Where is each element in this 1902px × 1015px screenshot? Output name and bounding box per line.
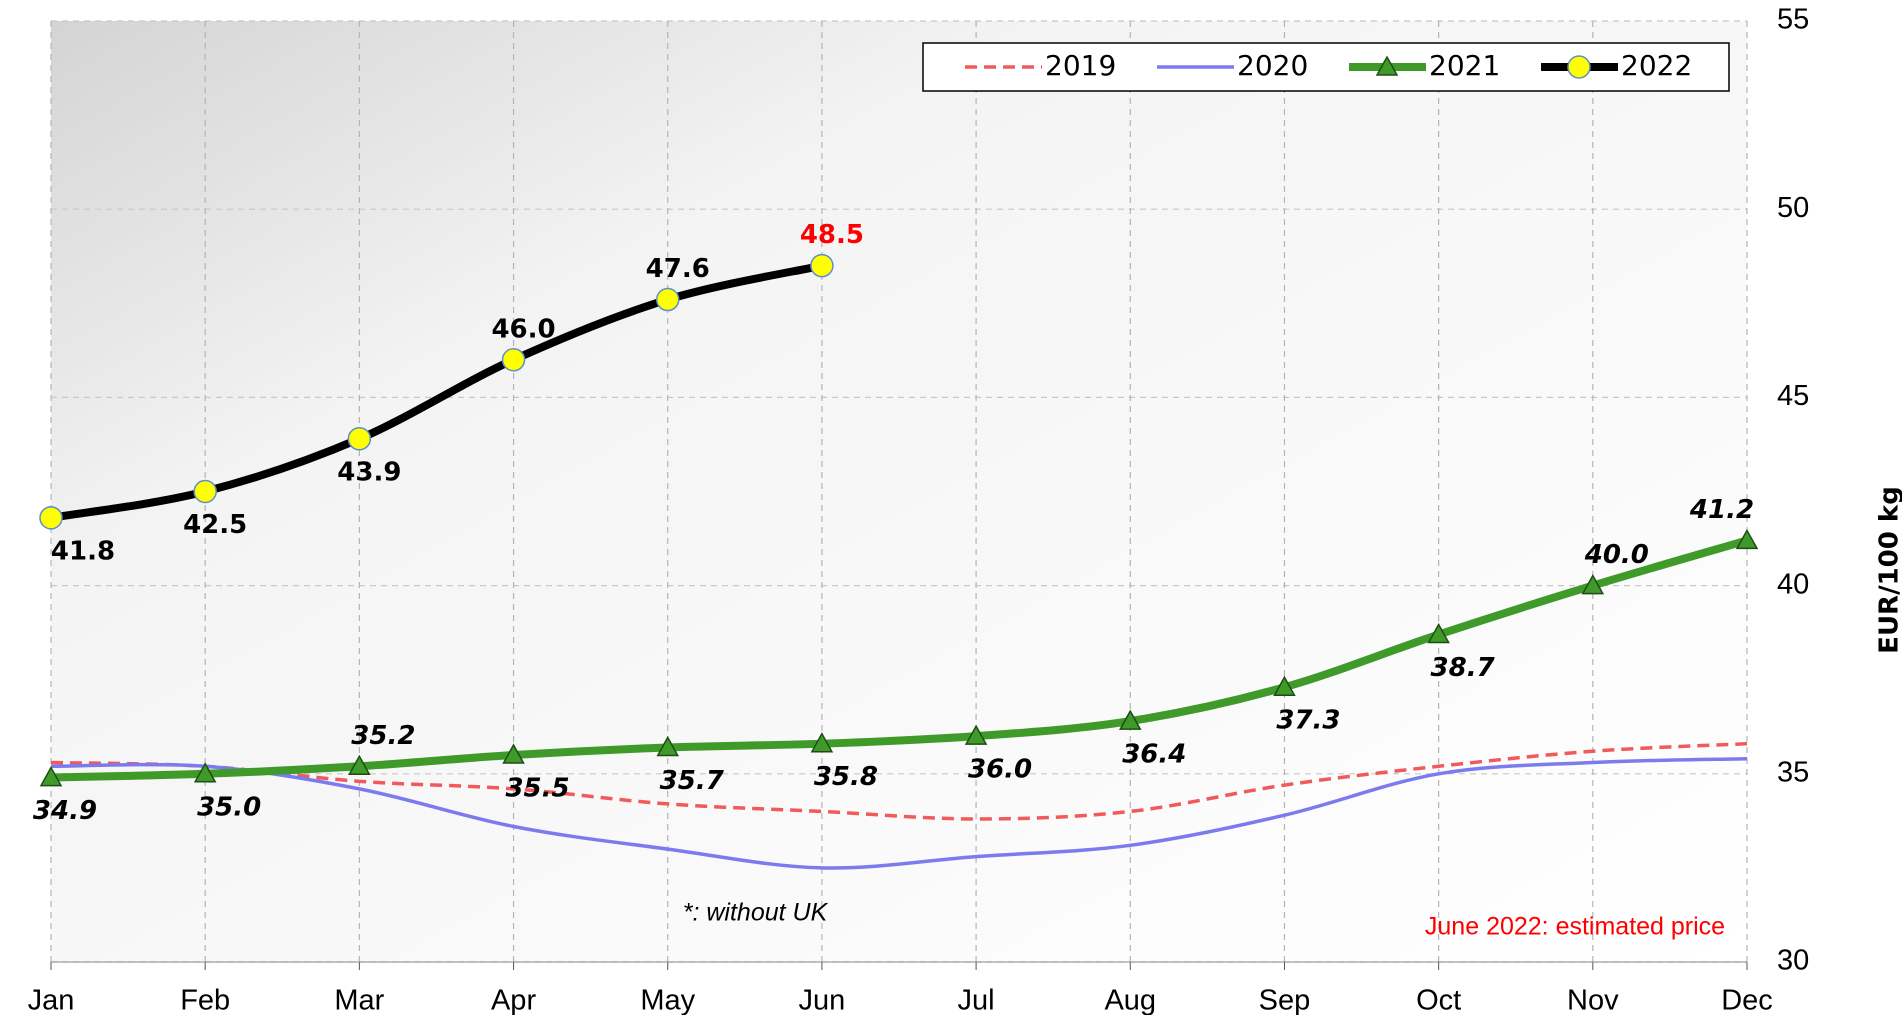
- y-tick-label: 35: [1777, 756, 1809, 788]
- marker: [656, 735, 680, 757]
- legend-box: [922, 42, 1730, 92]
- data-label: 40.0: [1584, 540, 1649, 570]
- data-label: 47.6: [646, 254, 710, 284]
- marker: [810, 253, 834, 278]
- series-line: [50, 261, 823, 522]
- data-label: 46.0: [491, 314, 555, 344]
- data-label: 34.9: [33, 796, 97, 826]
- data-label: 37.3: [1276, 706, 1340, 736]
- data-label: 35.8: [814, 762, 878, 792]
- annotation: *: without UK: [683, 899, 829, 927]
- marker: [1375, 55, 1399, 76]
- legend-label: 2022: [1621, 49, 1692, 82]
- legend-label: 2020: [1237, 49, 1308, 82]
- marker: [1735, 528, 1759, 550]
- annotation: June 2022: estimated price: [1425, 913, 1725, 941]
- data-label: 38.7: [1431, 653, 1496, 683]
- data-label: 36.4: [1122, 740, 1186, 770]
- data-label: 35.0: [197, 792, 261, 822]
- data-label: 41.2: [1689, 495, 1754, 525]
- marker: [655, 287, 680, 312]
- y-tick-label: 30: [1777, 945, 1809, 977]
- y-tick-label: 50: [1777, 192, 1809, 224]
- x-tick-label: Jun: [799, 985, 846, 1015]
- y-tick-label: 45: [1777, 380, 1809, 412]
- data-label: 41.8: [51, 536, 115, 566]
- legend-label: 2019: [1045, 49, 1116, 82]
- data-label: 35.2: [351, 721, 415, 751]
- x-tick-label: Jan: [28, 985, 75, 1015]
- x-tick-label: Aug: [1104, 985, 1156, 1015]
- marker: [193, 479, 217, 504]
- series-line: [50, 741, 1748, 821]
- marker: [193, 762, 217, 783]
- data-label: 48.5: [800, 220, 864, 250]
- data-label: 36.0: [968, 755, 1032, 785]
- y-axis-label: EUR/100 kg: [1875, 486, 1902, 654]
- x-tick-label: Dec: [1721, 985, 1773, 1015]
- x-tick-label: Sep: [1259, 985, 1311, 1015]
- legend-label: 2021: [1429, 49, 1500, 82]
- data-label: 35.5: [505, 773, 569, 803]
- x-tick-label: May: [640, 985, 695, 1015]
- data-label: 35.7: [660, 766, 725, 796]
- x-tick-label: Nov: [1567, 985, 1619, 1015]
- marker: [810, 732, 834, 753]
- x-tick-label: Feb: [180, 985, 230, 1015]
- marker: [1273, 675, 1296, 696]
- marker: [347, 427, 372, 451]
- marker: [502, 743, 525, 764]
- marker: [501, 348, 526, 372]
- data-label: 43.9: [337, 457, 401, 487]
- x-tick-label: Jul: [958, 985, 995, 1015]
- marker: [348, 754, 371, 776]
- series-line: [50, 756, 1748, 870]
- marker: [39, 506, 63, 530]
- series-line: [50, 536, 1749, 782]
- marker: [1118, 709, 1142, 730]
- data-label: 42.5: [183, 510, 247, 540]
- marker: [1427, 622, 1450, 644]
- y-tick-label: 55: [1777, 4, 1809, 36]
- x-tick-label: Oct: [1416, 985, 1461, 1015]
- x-tick-label: Apr: [491, 985, 536, 1015]
- marker: [964, 724, 988, 745]
- marker: [39, 766, 63, 787]
- marker: [1567, 55, 1591, 79]
- marker: [1581, 574, 1605, 595]
- plot-background: [51, 21, 1747, 962]
- y-tick-label: 40: [1777, 568, 1809, 600]
- x-tick-label: Mar: [334, 985, 384, 1015]
